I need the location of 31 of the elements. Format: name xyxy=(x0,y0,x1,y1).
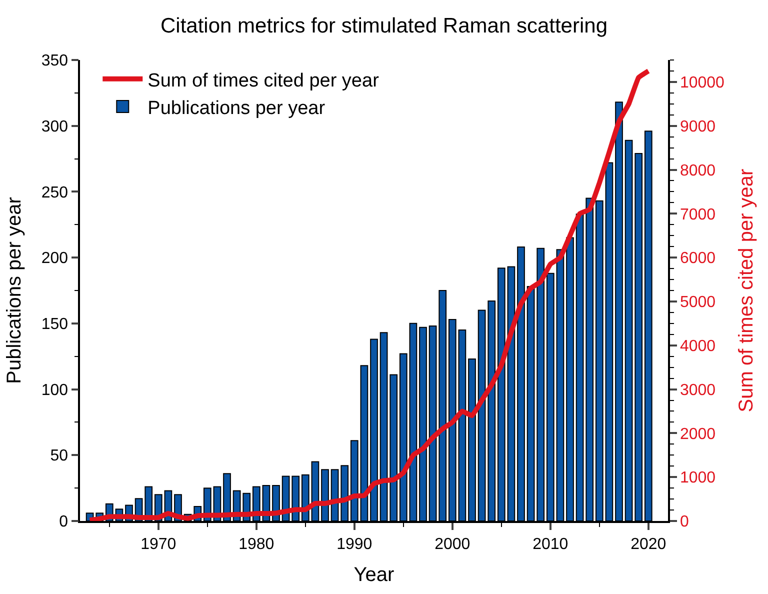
y-tick-label: 250 xyxy=(41,184,68,202)
y2-tick-label: 0 xyxy=(680,514,689,531)
y2-tick-label: 2000 xyxy=(680,426,716,443)
x-tick-label: 2010 xyxy=(532,536,568,553)
x-tick-label: 2000 xyxy=(434,536,470,553)
y-axis-title: Publications per year xyxy=(3,196,26,384)
y2-tick-label: 3000 xyxy=(680,382,716,399)
chart-title: Citation metrics for stimulated Raman scattering xyxy=(160,14,608,38)
y-tick-label: 150 xyxy=(41,316,68,334)
x-tick-label: 1970 xyxy=(140,536,176,553)
y-tick-label: 100 xyxy=(41,382,68,399)
y2-tick-label: 7000 xyxy=(680,206,716,224)
legend-label: Publications per year xyxy=(148,98,326,119)
x-tick-label: 1990 xyxy=(336,536,372,553)
y2-tick-label: 4000 xyxy=(680,338,716,355)
y2-tick-label: 1000 xyxy=(680,470,716,487)
y-tick-label: 0 xyxy=(59,514,68,531)
x-tick-label: 1980 xyxy=(238,536,274,553)
y2-tick-label: 5000 xyxy=(680,294,716,312)
y2-tick-label: 8000 xyxy=(680,162,716,180)
y-tick-label: 350 xyxy=(41,52,68,70)
x-axis-title: Year xyxy=(354,564,395,586)
y-tick-label: 200 xyxy=(41,250,68,268)
y2-axis-title: Sum of times cited per year xyxy=(736,168,758,412)
y2-tick-label: 10000 xyxy=(680,74,725,92)
y2-tick-label: 6000 xyxy=(680,250,716,268)
y2-tick-label: 9000 xyxy=(680,118,716,136)
legend-label: Sum of times cited per year xyxy=(148,70,380,92)
y-tick-label: 50 xyxy=(50,448,68,465)
x-tick-label: 2020 xyxy=(630,536,666,553)
y-tick-label: 300 xyxy=(41,118,68,136)
